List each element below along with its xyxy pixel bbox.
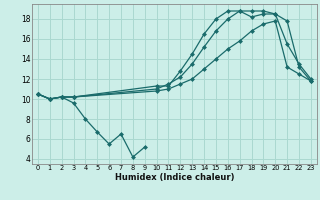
- X-axis label: Humidex (Indice chaleur): Humidex (Indice chaleur): [115, 173, 234, 182]
